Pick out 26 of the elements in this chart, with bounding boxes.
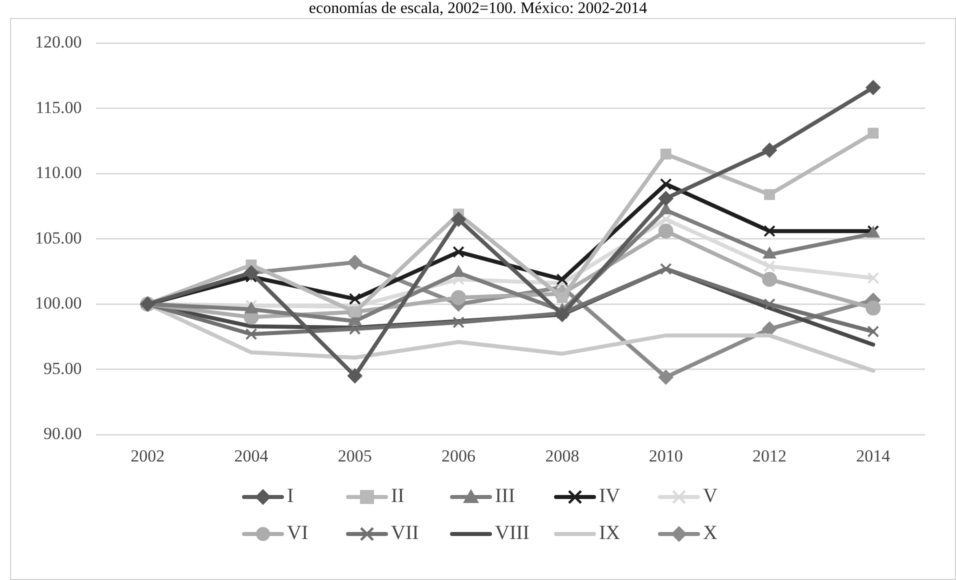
legend-label: IX <box>599 522 620 545</box>
legend-label: V <box>703 485 718 508</box>
x-tick-label: 2005 <box>338 446 372 466</box>
legend-label: VII <box>391 522 419 545</box>
y-tick-label: 100.00 <box>35 294 82 313</box>
x-tick-label: 2014 <box>856 446 891 466</box>
y-tick-label: 115.00 <box>36 98 82 117</box>
y-tick-label: 90.00 <box>44 424 82 444</box>
x-tick-label: 2010 <box>648 446 683 466</box>
x-tick-label: 2006 <box>442 446 476 466</box>
x-tick-label: 2012 <box>752 446 787 466</box>
legend-label: III <box>495 485 515 508</box>
x-tick-label: 2002 <box>130 446 165 466</box>
x-tick-label: 2008 <box>545 446 580 466</box>
y-tick-label: 120.00 <box>35 32 82 52</box>
legend-label: VI <box>287 522 308 545</box>
x-tick-label: 2004 <box>234 446 269 466</box>
legend-label: I <box>287 485 294 508</box>
legend-label: II <box>391 485 404 508</box>
y-tick-label: 105.00 <box>35 228 82 248</box>
legend-label: VIII <box>495 522 530 545</box>
legend-label: X <box>703 522 718 545</box>
y-tick-label: 110.00 <box>36 163 82 182</box>
chart-title: economías de escala, 2002=100. México: 2002-2014 <box>308 0 648 18</box>
y-tick-label: 95.00 <box>44 358 82 378</box>
legend-label: IV <box>599 485 620 508</box>
